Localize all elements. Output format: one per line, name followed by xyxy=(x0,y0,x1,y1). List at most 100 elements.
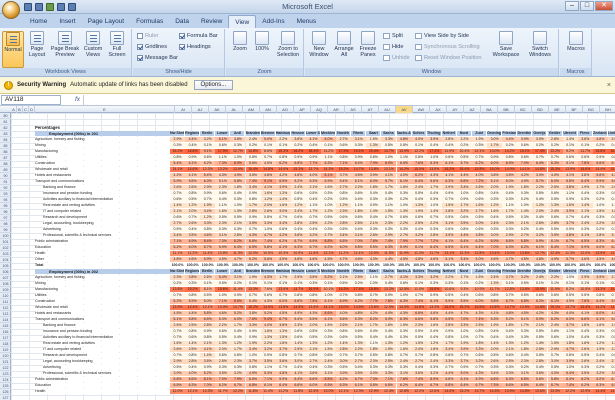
data-cell[interactable]: 4.6% xyxy=(351,257,367,262)
data-cell[interactable]: 1.5% xyxy=(275,335,291,340)
data-cell[interactable]: 4.8% xyxy=(170,257,186,262)
row-label[interactable]: Mining xyxy=(35,143,170,148)
data-cell[interactable]: 16.0% xyxy=(441,305,457,310)
column-label[interactable]: Overijs xyxy=(532,131,548,136)
data-cell[interactable]: 13.9% xyxy=(396,149,412,154)
data-cell[interactable]: 4.4% xyxy=(441,311,457,316)
data-cell[interactable]: 4.8% xyxy=(275,371,291,376)
row-label[interactable]: Public administration xyxy=(35,377,170,382)
data-cell[interactable]: 1.3% xyxy=(305,341,321,346)
data-cell[interactable]: 100.0% xyxy=(592,263,608,268)
data-cell[interactable]: 1.4% xyxy=(366,209,382,214)
data-cell[interactable]: 0.5% xyxy=(230,215,246,220)
data-cell[interactable]: 3.1% xyxy=(351,137,367,142)
data-cell[interactable]: 6.3% xyxy=(441,179,457,184)
data-cell[interactable]: 0.8% xyxy=(305,353,321,358)
data-cell[interactable]: 5.2% xyxy=(200,371,216,376)
data-cell[interactable]: 0.5% xyxy=(305,329,321,334)
data-cell[interactable]: 6.4% xyxy=(411,179,427,184)
data-cell[interactable]: 2.2% xyxy=(441,275,457,280)
column-label[interactable]: Nord xyxy=(456,269,472,274)
data-cell[interactable]: 0.5% xyxy=(547,365,563,370)
data-cell[interactable]: 2.6% xyxy=(185,185,201,190)
data-cell[interactable]: 4.8% xyxy=(351,311,367,316)
column-label[interactable]: Saarl xyxy=(366,131,382,136)
data-cell[interactable]: 2.1% xyxy=(170,209,186,214)
data-cell[interactable]: 14.8% xyxy=(487,305,503,310)
data-cell[interactable]: 0.6% xyxy=(472,353,488,358)
data-cell[interactable]: 8.0% xyxy=(381,161,397,166)
data-cell[interactable]: 2.3% xyxy=(336,209,352,214)
row-label[interactable]: Activities auxiliary to financial interm… xyxy=(43,335,170,340)
data-cell[interactable]: 0.4% xyxy=(577,335,593,340)
data-cell[interactable]: 0.4% xyxy=(366,215,382,220)
data-cell[interactable]: 1.7% xyxy=(592,185,608,190)
data-cell[interactable]: 0.9% xyxy=(290,155,306,160)
row-header[interactable]: 108 xyxy=(0,281,11,287)
data-cell[interactable]: 1.1% xyxy=(607,203,615,208)
data-cell[interactable]: 6.0% xyxy=(592,377,608,382)
row-header[interactable]: 94 xyxy=(0,197,11,203)
close-icon[interactable]: × xyxy=(606,81,611,89)
column-header-ar[interactable]: AR xyxy=(328,106,345,113)
row-label[interactable]: Advertising xyxy=(43,365,170,370)
data-cell[interactable]: 2.1% xyxy=(517,221,533,226)
data-cell[interactable]: 1.1% xyxy=(215,155,231,160)
data-cell[interactable]: 1.8% xyxy=(366,185,382,190)
data-cell[interactable]: 0.4% xyxy=(290,227,306,232)
data-cell[interactable]: 6.1% xyxy=(426,299,442,304)
data-cell[interactable]: 12.3% xyxy=(456,251,472,256)
row-label[interactable]: Transport and communications xyxy=(35,179,170,184)
data-cell[interactable]: 2.0% xyxy=(487,347,503,352)
data-cell[interactable]: 7.8% xyxy=(381,299,397,304)
row-header[interactable]: 95 xyxy=(0,203,11,209)
data-cell[interactable]: 5.3% xyxy=(215,317,231,322)
data-cell[interactable]: 0.7% xyxy=(245,293,261,298)
data-cell[interactable]: 1.4% xyxy=(426,209,442,214)
block-header[interactable]: Employment (000s) in 201 xyxy=(35,131,170,136)
column-header-av[interactable]: AV xyxy=(396,106,413,113)
data-cell[interactable]: 2.9% xyxy=(441,185,457,190)
data-cell[interactable]: 5.7% xyxy=(456,161,472,166)
data-cell[interactable]: 0.4% xyxy=(532,227,548,232)
data-cell[interactable]: 2.4% xyxy=(547,209,563,214)
data-cell[interactable]: 6.3% xyxy=(200,179,216,184)
data-cell[interactable]: 7.4% xyxy=(411,299,427,304)
column-label[interactable]: Bremen xyxy=(260,131,276,136)
data-cell[interactable]: 1.0% xyxy=(396,293,412,298)
data-cell[interactable]: 0.1% xyxy=(577,281,593,286)
data-cell[interactable]: 3.3% xyxy=(381,137,397,142)
data-cell[interactable]: 6.2% xyxy=(170,245,186,250)
data-cell[interactable]: 6.1% xyxy=(592,317,608,322)
data-cell[interactable]: 0.5% xyxy=(517,293,533,298)
data-cell[interactable]: 0.7% xyxy=(562,215,578,220)
data-cell[interactable]: 4.9% xyxy=(275,257,291,262)
data-cell[interactable]: 0.3% xyxy=(502,197,518,202)
data-cell[interactable]: 11.7% xyxy=(426,251,442,256)
data-cell[interactable]: 0.5% xyxy=(381,143,397,148)
data-cell[interactable]: 0.6% xyxy=(230,353,246,358)
data-cell[interactable]: 4.4% xyxy=(562,311,578,316)
row-label[interactable]: Legal, accounting, bookkeeping xyxy=(43,221,170,226)
data-cell[interactable]: 0.4% xyxy=(230,335,246,340)
data-cell[interactable]: 6.7% xyxy=(562,239,578,244)
data-cell[interactable]: 0.6% xyxy=(472,293,488,298)
data-cell[interactable]: 0.3% xyxy=(607,227,615,232)
row-label[interactable]: Banking and finance xyxy=(43,185,170,190)
data-cell[interactable]: 17.9% xyxy=(336,149,352,154)
data-cell[interactable]: 1.5% xyxy=(592,209,608,214)
data-cell[interactable]: 0.4% xyxy=(411,197,427,202)
data-cell[interactable]: 0.9% xyxy=(260,353,276,358)
data-cell[interactable]: 0.5% xyxy=(170,227,186,232)
data-cell[interactable]: 5.8% xyxy=(366,383,382,388)
data-cell[interactable]: 1.3% xyxy=(607,341,615,346)
data-cell[interactable]: 0.8% xyxy=(336,329,352,334)
data-cell[interactable]: 15.4% xyxy=(577,305,593,310)
data-cell[interactable]: 1.7% xyxy=(487,143,503,148)
data-cell[interactable]: 0.5% xyxy=(170,365,186,370)
data-cell[interactable]: 2.2% xyxy=(547,275,563,280)
data-cell[interactable]: 2.2% xyxy=(351,347,367,352)
data-cell[interactable]: 3.2% xyxy=(532,233,548,238)
data-cell[interactable]: 0.3% xyxy=(517,335,533,340)
data-cell[interactable]: 0.5% xyxy=(290,197,306,202)
